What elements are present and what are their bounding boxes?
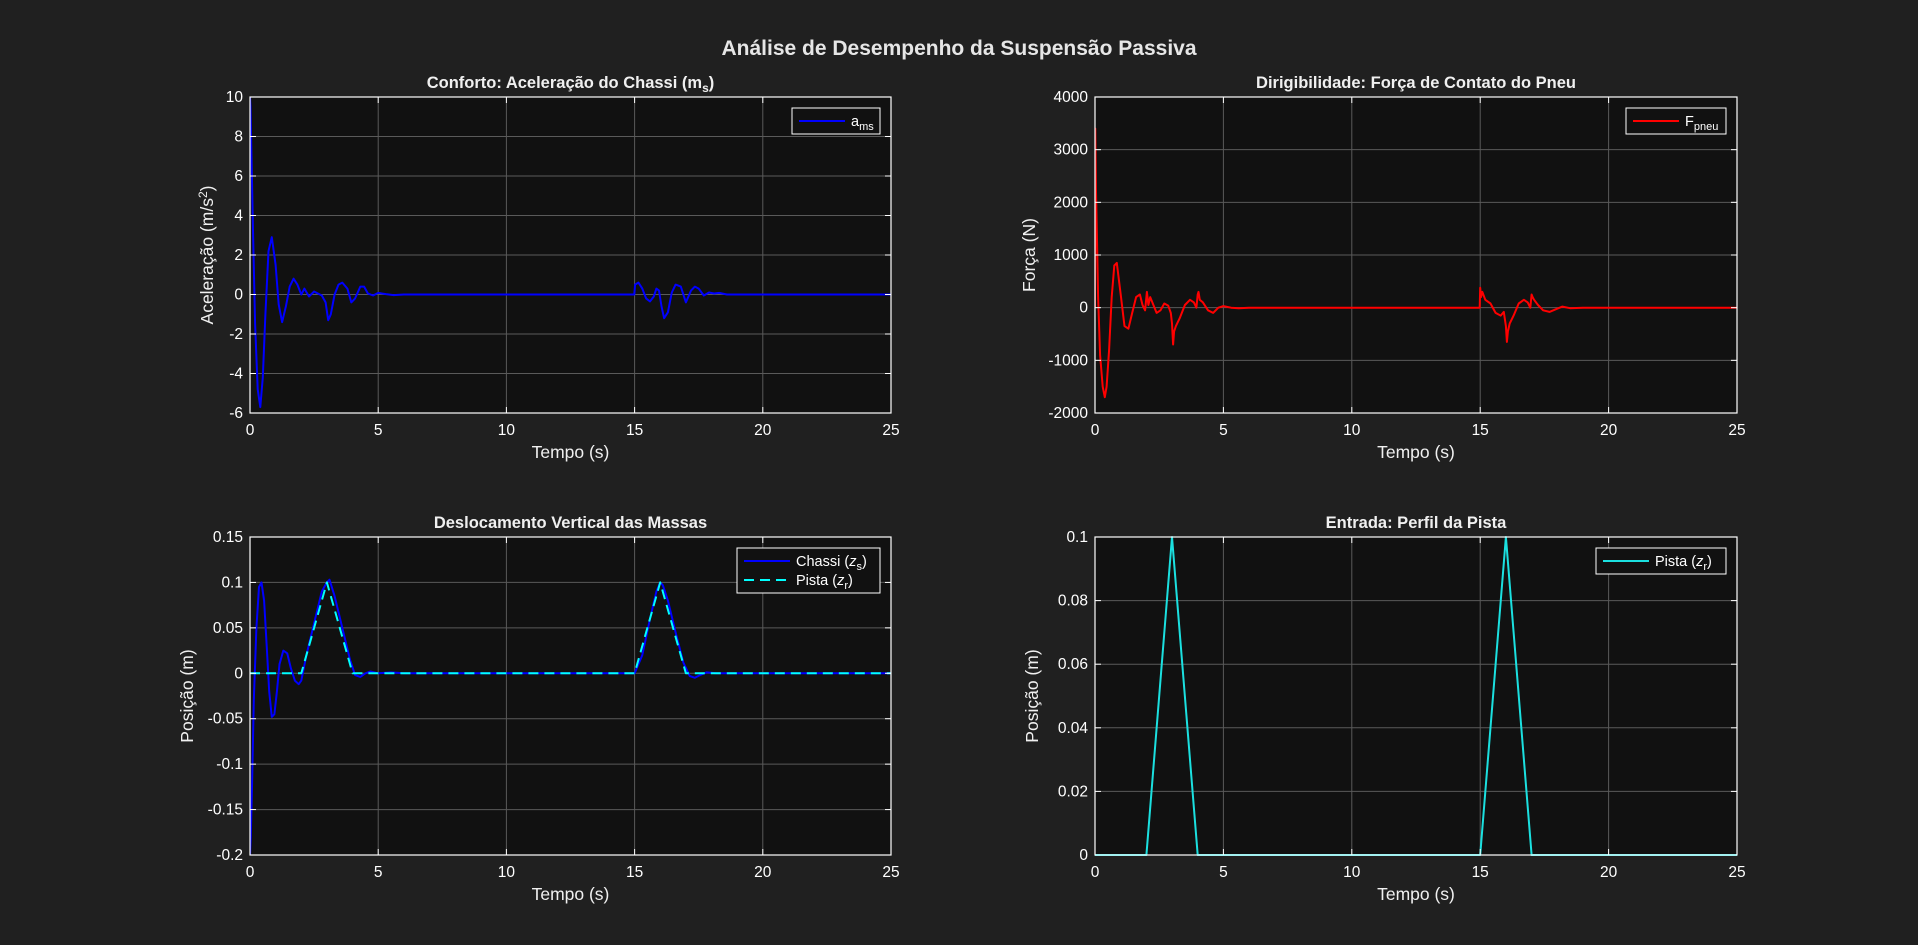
y-tick-label: -1000 xyxy=(1048,352,1088,369)
x-tick-label: 0 xyxy=(246,864,255,881)
y-axis-label: Força (N) xyxy=(1019,218,1039,292)
x-tick-label: 15 xyxy=(1472,422,1489,439)
x-tick-label: 25 xyxy=(1728,864,1745,881)
series-line-0 xyxy=(250,578,891,856)
axes-background xyxy=(1095,537,1737,855)
x-tick-label: 25 xyxy=(882,864,899,881)
y-tick-label: 0 xyxy=(1079,847,1088,864)
x-tick-label: 0 xyxy=(246,422,255,439)
legend-entry: ams xyxy=(851,114,874,133)
y-tick-label: 2 xyxy=(234,247,243,264)
series-group xyxy=(250,578,891,856)
x-tick-label: 10 xyxy=(1343,422,1361,439)
x-tick-label: 20 xyxy=(1600,864,1618,881)
legend: Fpneu xyxy=(1625,107,1727,135)
y-tick-label: -0.1 xyxy=(216,756,243,773)
figure-title: Análise de Desempenho da Suspensão Passi… xyxy=(721,37,1196,60)
y-tick-label: 0.02 xyxy=(1058,783,1088,800)
y-tick-label: 6 xyxy=(234,168,243,185)
plot-vertical-displacement: 0 5 10 15 20 25 -0.2 -0.15 -0.1 -0.05 0 0.05 0.1 0.15… xyxy=(177,514,900,904)
x-tick-label: 10 xyxy=(498,864,516,881)
y-tick-label: 0.05 xyxy=(213,620,243,637)
y-tick-label: 1000 xyxy=(1054,247,1089,264)
y-tick-label: -2 xyxy=(229,326,243,343)
y-tick-label: -0.15 xyxy=(208,802,243,819)
plot-tire-force: 0 5 10 15 20 25 -2000 -1000 0 1000 2000 3000 4000 Dir… xyxy=(1019,74,1746,462)
x-tick-label: 20 xyxy=(1600,422,1618,439)
x-tick-label: 5 xyxy=(1219,864,1228,881)
x-axis-label: Tempo (s) xyxy=(532,884,610,904)
x-tick-label: 5 xyxy=(374,864,383,881)
axes-frame xyxy=(249,536,892,856)
x-tick-label: 10 xyxy=(1343,864,1361,881)
y-tick-label: 8 xyxy=(234,129,243,146)
y-axis-label: Aceleração (m/s2) xyxy=(196,186,217,325)
y-tick-label: 3000 xyxy=(1054,142,1089,159)
series-line-0 xyxy=(1095,127,1737,399)
x-tick-label: 15 xyxy=(626,864,643,881)
x-tick-label: 15 xyxy=(1472,864,1489,881)
y-tick-label: 0.1 xyxy=(1066,529,1088,546)
x-tick-label: 10 xyxy=(498,422,516,439)
y-axis-label: Posição (m) xyxy=(177,649,197,742)
x-axis-label: Tempo (s) xyxy=(532,442,610,462)
y-tick-label: -6 xyxy=(229,405,243,422)
legend: Pista (zr) xyxy=(1595,547,1727,575)
legend: ams xyxy=(791,107,881,135)
y-tick-label: 0.08 xyxy=(1058,593,1088,610)
y-tick-label: 0 xyxy=(234,665,243,682)
y-tick-label: -0.2 xyxy=(216,847,243,864)
plot-title: Entrada: Perfil da Pista xyxy=(1326,514,1507,532)
series-line-0 xyxy=(250,96,891,409)
y-tick-label: 0.06 xyxy=(1058,656,1088,673)
y-tick-label: -2000 xyxy=(1048,405,1088,422)
x-axis-label: Tempo (s) xyxy=(1377,442,1455,462)
legend-entry: Pista (zr) xyxy=(1655,554,1712,573)
series-line-1 xyxy=(250,581,891,675)
x-tick-label: 20 xyxy=(754,864,772,881)
x-tick-label: 15 xyxy=(626,422,643,439)
y-tick-label: -0.05 xyxy=(208,711,243,728)
plot-acceleration: 0 5 10 15 20 25 -6 -4 -2 0 2 4 6 8 10 Conforto: Acelera… xyxy=(196,74,900,462)
x-tick-label: 5 xyxy=(374,422,383,439)
x-tick-label: 5 xyxy=(1219,422,1228,439)
legend-entry: Fpneu xyxy=(1685,114,1718,133)
x-tick-label: 20 xyxy=(754,422,772,439)
x-tick-label: 0 xyxy=(1091,864,1100,881)
y-tick-label: 0 xyxy=(1079,300,1088,317)
y-tick-label: 0.1 xyxy=(221,574,243,591)
plot-title: Deslocamento Vertical das Massas xyxy=(434,514,707,532)
y-tick-label: 2000 xyxy=(1054,194,1089,211)
y-tick-label: -4 xyxy=(229,366,243,383)
y-tick-label: 4000 xyxy=(1054,89,1089,106)
y-tick-label: 10 xyxy=(226,89,244,106)
legend-box xyxy=(736,547,881,594)
y-axis-label: Posição (m) xyxy=(1022,649,1042,742)
x-tick-label: 0 xyxy=(1091,422,1100,439)
y-tick-label: 0.04 xyxy=(1058,720,1089,737)
y-tick-label: 4 xyxy=(234,208,243,225)
x-axis-label: Tempo (s) xyxy=(1377,884,1455,904)
plot-title: Dirigibilidade: Força de Contato do Pneu xyxy=(1256,74,1576,92)
x-tick-label: 25 xyxy=(1728,422,1745,439)
axes-frame xyxy=(1094,536,1738,856)
y-tick-label: 0 xyxy=(234,287,243,304)
legend-entry: Pista (zr) xyxy=(796,573,853,592)
plot-road-profile: 0 5 10 15 20 25 0 0.02 0.04 0.06 0.08 0.1 Entrada: P… xyxy=(1022,514,1746,904)
x-tick-label: 25 xyxy=(882,422,899,439)
legend: Chassi (zs)Pista (zr) xyxy=(736,547,881,594)
series-group xyxy=(250,96,891,409)
series-group xyxy=(1095,127,1737,399)
plot-title: Conforto: Aceleração do Chassi (ms) xyxy=(427,74,715,95)
y-tick-label: 0.15 xyxy=(213,529,243,546)
legend-entry: Chassi (zs) xyxy=(796,554,867,573)
